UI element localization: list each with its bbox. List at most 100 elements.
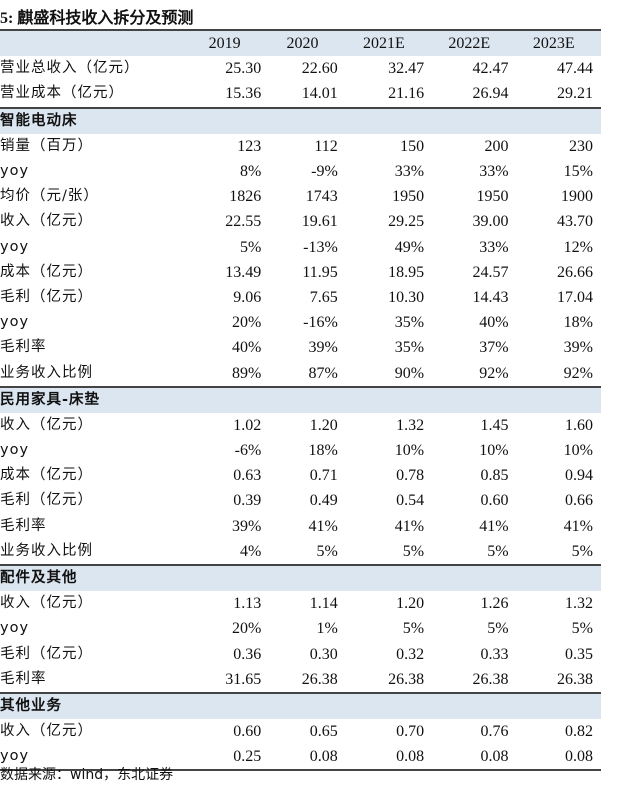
header-blank [0,28,188,57]
cell-value: 0.76 [480,723,509,741]
table-row: 成本（亿元） 0.63 0.71 0.78 0.85 0.94 [0,463,601,488]
cell-value: 4% [239,542,262,560]
table-row: 业务收入比例 89% 87% 90% 92% 92% [0,360,601,386]
section-title: 智能电动床 [0,106,188,134]
cell-value: 0.82 [565,723,593,741]
cell-value: 0.08 [430,744,515,772]
cell-value: 40% [231,339,262,357]
cell-value: 92% [563,364,593,382]
section-title: 其他业务 [0,691,188,720]
cell-value: 1.32 [396,416,425,434]
cell-value: 10% [394,442,425,460]
row-label: 毛利（亿元） [0,645,93,662]
cell-value: 1.02 [233,416,262,434]
cell-value: 8% [239,163,262,181]
table-row: 成本（亿元） 13.49 11.95 18.95 24.57 26.66 [0,260,601,285]
cell-value: 1.20 [309,416,338,434]
column-header: 2023E [514,28,601,57]
cell-value: 1826 [229,188,262,206]
section-header-row: 智能电动床 [0,106,601,134]
table-row: 收入（亿元） 1.02 1.20 1.32 1.45 1.60 [0,413,601,438]
cell-value: 26.38 [388,670,425,688]
table-row: yoy 20% 1% 5% 5% 5% [0,616,601,641]
row-label: 业务收入比例 [0,542,93,559]
cell-value: 150 [400,137,425,155]
cell-value: 5% [239,238,262,256]
section-blank [514,106,601,134]
cell-value: 9.06 [233,288,262,306]
cell-value: -13% [303,238,338,256]
cell-value: 7.65 [309,288,338,306]
cell-value: 12% [563,238,593,256]
row-label: 业务收入比例 [0,364,93,381]
row-label: 营业总收入（亿元） [0,60,140,77]
row-label: 销量（百万） [0,137,93,154]
column-header: 2020 [267,28,344,57]
row-label: 收入（亿元） [0,595,93,612]
table-row: yoy -6% 18% 10% 10% 10% [0,438,601,463]
table-row: 毛利（亿元） 0.36 0.30 0.32 0.33 0.35 [0,642,601,667]
cell-value: 0.08 [267,744,344,772]
cell-value: 90% [394,364,425,382]
table-row: 毛利（亿元） 0.39 0.49 0.54 0.60 0.66 [0,488,601,513]
cell-value: 37% [479,339,509,357]
cell-value: 20% [231,620,262,638]
cell-value: 1.26 [480,595,509,613]
row-label: yoy [0,442,30,459]
row-label: yoy [0,314,30,331]
table-row: 营业成本（亿元） 15.36 14.01 21.16 26.94 29.21 [0,81,601,107]
cell-value: 31.65 [225,670,262,688]
cell-value: 40% [479,314,509,332]
cell-value: 22.55 [225,213,262,231]
column-header: 2022E [430,28,515,57]
cell-value: 1743 [305,188,338,206]
cell-value: 17.04 [557,288,593,306]
cell-value: 26.38 [557,670,593,688]
row-label: yoy [0,238,30,255]
table-row: 毛利（亿元） 9.06 7.65 10.30 14.43 17.04 [0,285,601,310]
cell-value: 18% [308,442,338,460]
section-header-row: 民用家具-床垫 [0,385,601,413]
cell-value: 0.36 [233,645,262,663]
cell-value: 33% [479,238,509,256]
table-row: 毛利率 39% 41% 41% 41% 41% [0,514,601,539]
row-label: yoy [0,163,30,180]
cell-value: 0.60 [480,492,509,510]
section-blank [514,691,601,720]
cell-value: 5% [571,542,593,560]
cell-value: 0.71 [309,467,338,485]
table-row: yoy 0.25 0.08 0.08 0.08 0.08 [0,744,601,772]
cell-value: 41% [563,517,593,535]
column-header: 2021E [343,28,431,57]
cell-value: 32.47 [388,60,425,78]
cell-value: 18% [563,314,593,332]
cell-value: 92% [479,364,509,382]
cell-value: 5% [487,620,509,638]
table-row: 收入（亿元） 0.60 0.65 0.70 0.76 0.82 [0,719,601,744]
cell-value: 0.78 [396,467,425,485]
cell-value: 0.30 [309,645,338,663]
cell-value: 10.30 [388,288,425,306]
cell-value: 43.70 [557,213,593,231]
table-title: 5: 麒盛科技收入拆分及预测 [0,10,194,27]
table-row: yoy 5% -13% 49% 33% 12% [0,235,601,260]
cell-value: 14.43 [472,288,509,306]
table-row: 业务收入比例 4% 5% 5% 5% 5% [0,539,601,565]
cell-value: 5% [571,620,593,638]
section-blank [430,385,515,413]
cell-value: 42.47 [472,60,509,78]
cell-value: 5% [402,620,425,638]
cell-value: 15% [563,163,593,181]
cell-value: 19.61 [301,213,338,231]
cell-value: 0.85 [480,467,509,485]
row-label: 毛利率 [0,670,47,687]
header-row: 2019 2020 2021E 2022E 2023E [0,28,601,57]
cell-value: 18.95 [388,263,425,281]
revenue-forecast-table: 2019 2020 2021E 2022E 2023E 营业总收入（亿元） 25.30 22.… [0,28,601,772]
cell-value: 1.14 [309,595,338,613]
section-blank [343,563,431,592]
cell-value: 29.21 [557,85,593,103]
cell-value: 0.54 [396,492,425,510]
section-blank [430,691,515,720]
cell-value: 15.36 [225,85,262,103]
